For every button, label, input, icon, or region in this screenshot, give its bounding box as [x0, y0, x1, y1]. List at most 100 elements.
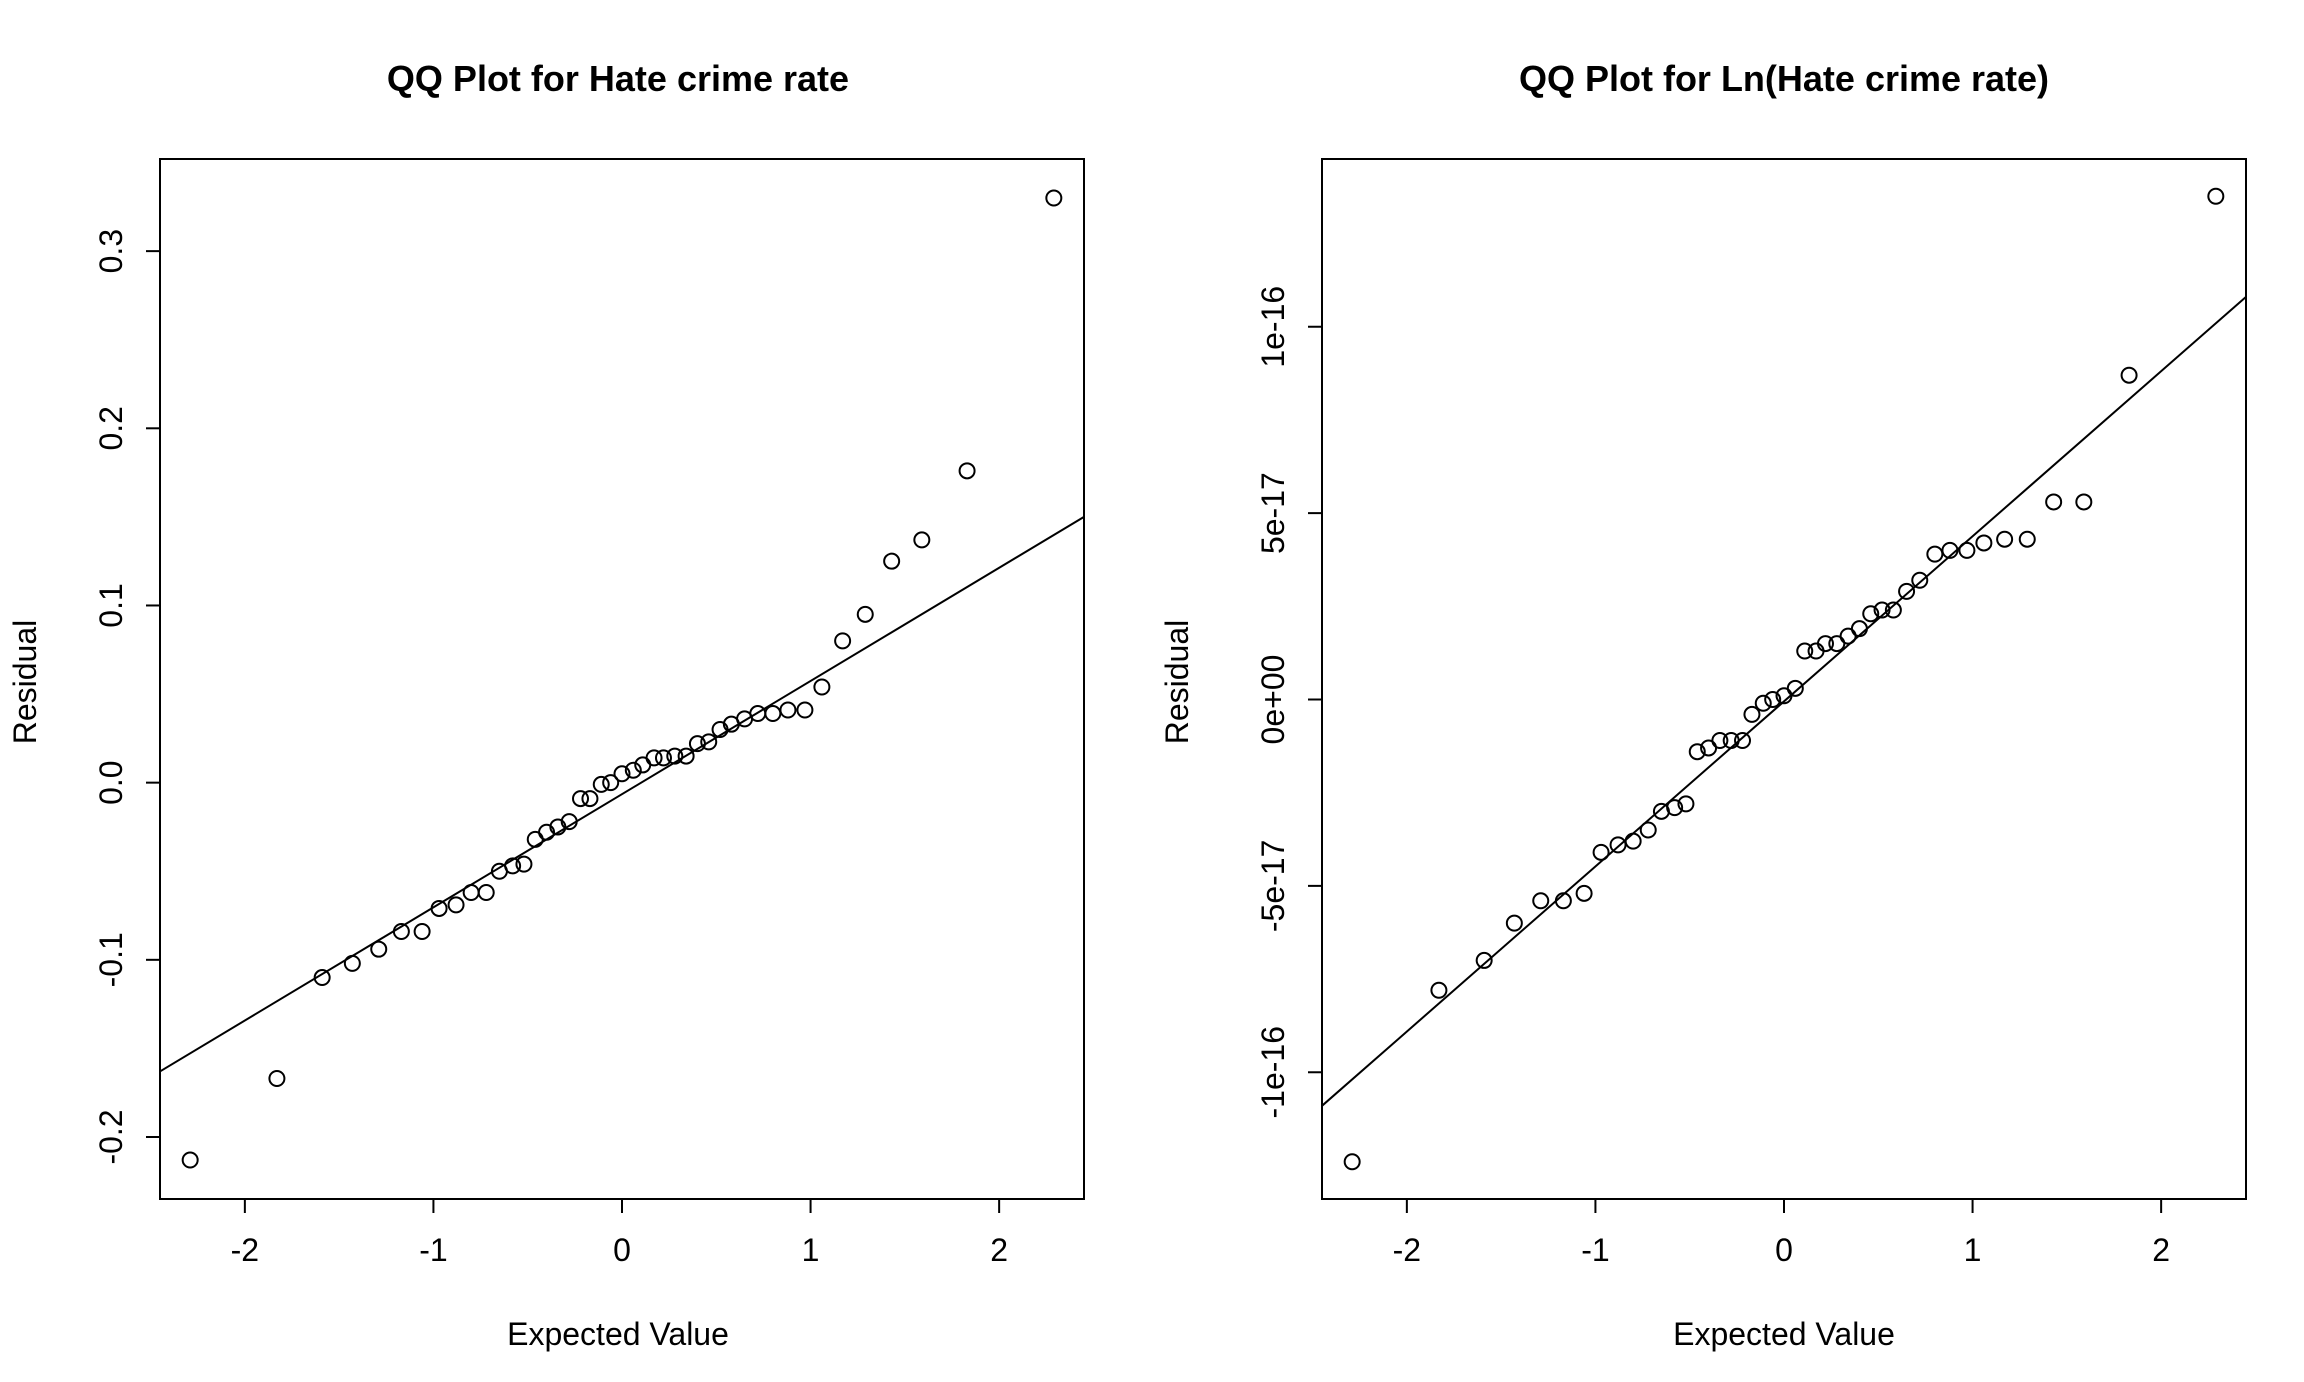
data-point [613, 765, 631, 783]
data-point [645, 749, 663, 767]
plot-frame [1321, 158, 2247, 1200]
x-tick-label: -1 [419, 1232, 447, 1268]
data-point [883, 552, 901, 570]
data-point [1639, 821, 1657, 839]
x-tick-label: -2 [231, 1232, 259, 1268]
y-axis-label: Residual [1159, 620, 1195, 745]
data-point [1711, 732, 1729, 750]
data-point [1045, 189, 1063, 207]
data-point [1666, 799, 1684, 817]
data-point [581, 790, 599, 808]
x-axis-label: Expected Value [507, 1316, 729, 1352]
data-point [2018, 530, 2036, 548]
data-point [602, 774, 620, 792]
data-point [1996, 530, 2014, 548]
x-tick-label: 1 [1964, 1232, 1982, 1268]
data-point [1764, 691, 1782, 709]
data-point [688, 735, 706, 753]
data-point [813, 678, 831, 696]
data-point [958, 462, 976, 480]
y-tick-label: -0.1 [93, 932, 129, 987]
data-point [1975, 534, 1993, 552]
data-point [700, 733, 718, 751]
data-point [624, 761, 642, 779]
data-point [1743, 705, 1761, 723]
y-tick-label: 0.2 [93, 406, 129, 450]
data-points [1343, 187, 2225, 1171]
data-point [1873, 601, 1891, 619]
data-point [515, 855, 533, 873]
data-point [1734, 732, 1752, 750]
data-point [343, 954, 361, 972]
y-ticks: -1e-16 -5e-17 0e+00 5e-17 1e-16 [1255, 286, 1322, 1119]
data-point [430, 899, 448, 917]
data-point [1850, 620, 1868, 638]
data-point [413, 922, 431, 940]
data-point [2207, 187, 2225, 205]
data-point [1839, 627, 1857, 645]
data-point [462, 883, 480, 901]
chart-title: QQ Plot for Hate crime rate [387, 58, 849, 99]
data-point [2045, 493, 2063, 511]
reference-line [1321, 296, 2247, 1107]
x-ticks: -2 -1 0 1 2 [231, 1199, 1008, 1268]
x-tick-label: -2 [1393, 1232, 1421, 1268]
data-point [1862, 605, 1880, 623]
data-point [1532, 892, 1550, 910]
data-point [1828, 635, 1846, 653]
x-tick-label: 1 [802, 1232, 820, 1268]
x-tick-label: 0 [613, 1232, 631, 1268]
y-ticks: -0.2 -0.1 0.0 0.1 0.2 0.3 [93, 229, 160, 1165]
y-axis-label: Residual [7, 620, 43, 745]
data-point [504, 857, 522, 875]
qq-plot-left: QQ Plot for Hate crime rate Expected Val… [7, 58, 1085, 1352]
y-tick-label: 0e+00 [1255, 655, 1291, 745]
data-point [1958, 541, 1976, 559]
y-tick-label: -5e-17 [1255, 840, 1291, 933]
data-point [1677, 795, 1695, 813]
data-point [1786, 679, 1804, 697]
data-point [268, 1070, 286, 1088]
data-point [1754, 694, 1772, 712]
data-point [313, 969, 331, 987]
data-point [2120, 366, 2138, 384]
data-point [834, 632, 852, 650]
x-tick-label: -1 [1581, 1232, 1609, 1268]
data-point [779, 701, 797, 719]
data-point [477, 883, 495, 901]
data-point [856, 605, 874, 623]
y-tick-label: 1e-16 [1255, 286, 1291, 368]
x-ticks: -2 -1 0 1 2 [1393, 1199, 2170, 1268]
data-point [1575, 884, 1593, 902]
data-point [181, 1151, 199, 1169]
data-point [526, 830, 544, 848]
x-axis-label: Expected Value [1673, 1316, 1895, 1352]
data-point [913, 531, 931, 549]
data-point [1807, 642, 1825, 660]
data-point [1941, 541, 1959, 559]
qq-plot-left-svg: QQ Plot for Hate crime rate Expected Val… [7, 58, 1085, 1352]
data-point [1796, 642, 1814, 660]
data-point [592, 775, 610, 793]
y-tick-label: 0.1 [93, 583, 129, 627]
data-point [1898, 582, 1916, 600]
data-point [447, 896, 465, 914]
data-point [764, 705, 782, 723]
data-point [1624, 832, 1642, 850]
qq-plot-right: QQ Plot for Ln(Hate crime rate) Expected… [1152, 0, 2304, 1382]
data-point [1475, 951, 1493, 969]
reference-line-group [159, 516, 1085, 1073]
y-tick-label: -1e-16 [1255, 1026, 1291, 1119]
data-point [1505, 914, 1523, 932]
y-tick-label: 5e-17 [1255, 472, 1291, 554]
data-point [572, 790, 590, 808]
data-point [370, 940, 388, 958]
data-point [666, 747, 684, 765]
data-point [2075, 493, 2093, 511]
data-point [654, 749, 672, 767]
data-point [1926, 545, 1944, 563]
plot-frame [159, 158, 1085, 1200]
data-point [1884, 601, 1902, 619]
y-tick-label: 0.3 [93, 229, 129, 273]
data-point [1592, 843, 1610, 861]
